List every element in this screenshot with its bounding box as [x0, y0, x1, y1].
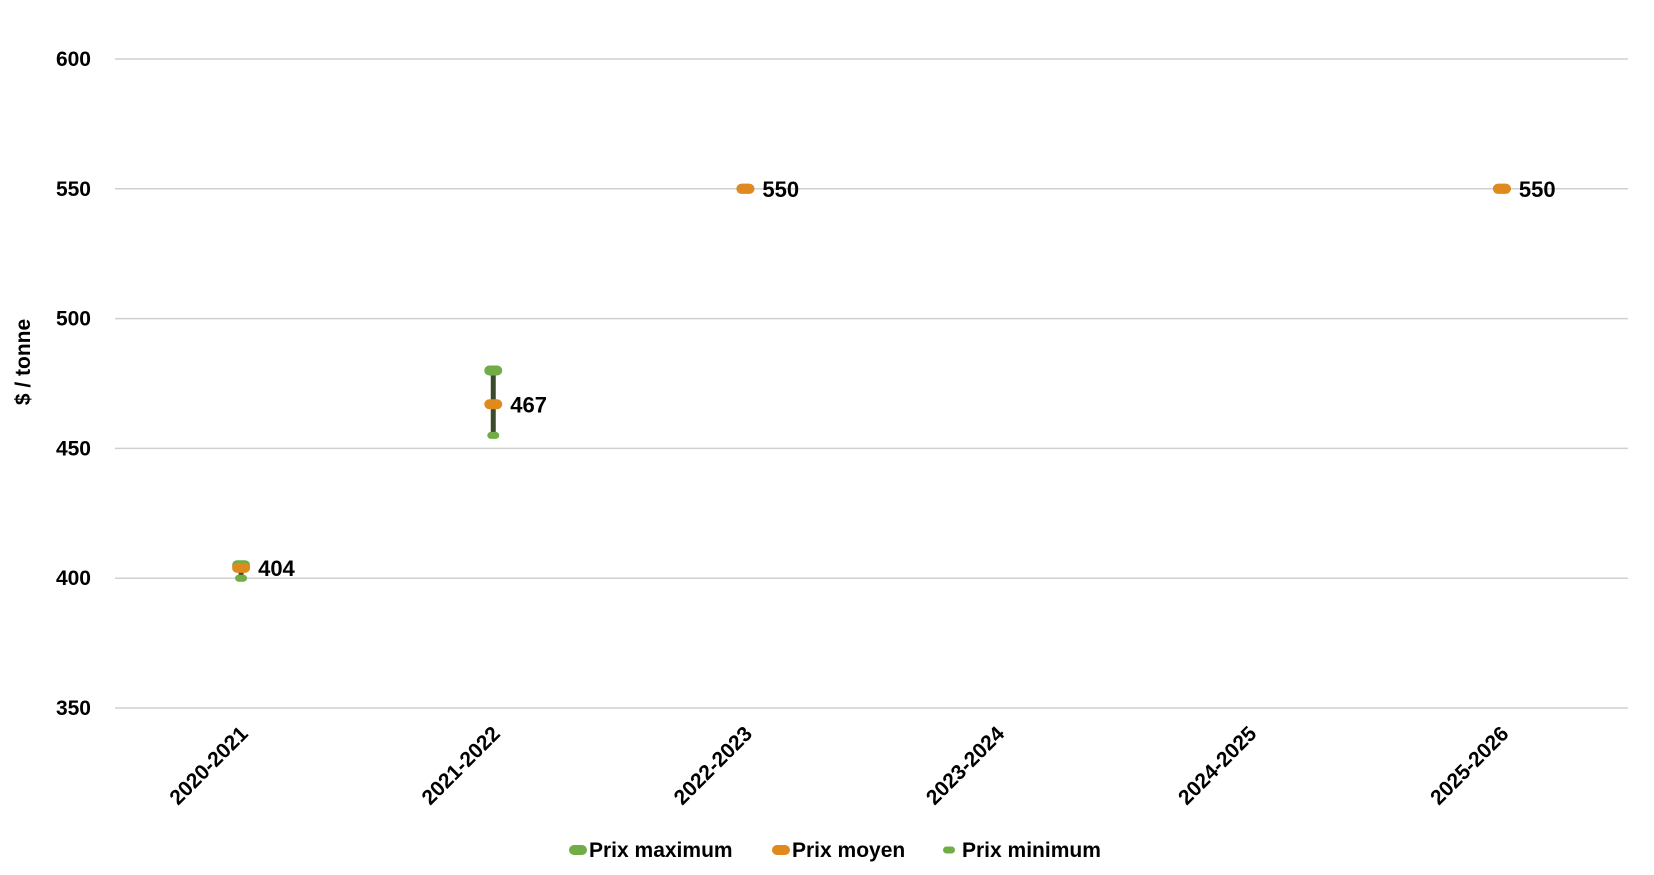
y-tick-label: 550 — [56, 178, 91, 201]
y-tick-label: 350 — [56, 697, 91, 720]
x-tick-label: 2020-2021 — [165, 722, 253, 810]
y-tick-label: 450 — [56, 437, 91, 460]
x-tick-label: 2021-2022 — [418, 722, 505, 809]
y-tick-label: 400 — [56, 567, 91, 590]
legend-swatch — [943, 846, 955, 854]
avg-price-point — [484, 399, 503, 410]
legend-label: Prix moyen — [792, 839, 905, 862]
y-tick-label: 500 — [56, 308, 91, 331]
data-label: 550 — [762, 177, 799, 202]
data-marks: 404 467 550 550 — [232, 177, 1556, 582]
y-axis-label: $ / tonne — [12, 319, 35, 405]
avg-price-point — [736, 183, 755, 194]
legend: Prix maximum Prix moyen Prix minimum — [569, 839, 1101, 862]
x-tick-label: 2024-2025 — [1174, 722, 1262, 810]
data-label: 550 — [1519, 177, 1556, 202]
y-tick-label: 600 — [56, 48, 91, 71]
legend-label: Prix minimum — [962, 839, 1101, 862]
min-price-point — [235, 574, 248, 582]
x-axis-ticks: 2020-2021 2021-2022 2022-2023 2023-2024 2024… — [165, 722, 1513, 810]
legend-swatch — [569, 845, 587, 855]
x-tick-label: 2023-2024 — [922, 722, 1010, 810]
gridlines — [115, 58, 1628, 709]
y-axis-ticks: 350 400 450 500 550 600 — [56, 48, 91, 720]
x-tick-label: 2025-2026 — [1426, 722, 1513, 809]
x-tick-label: 2022-2023 — [670, 722, 757, 809]
avg-price-point — [1492, 183, 1511, 194]
min-price-point — [487, 431, 500, 439]
avg-price-point — [232, 562, 251, 573]
max-price-point — [484, 365, 503, 376]
data-label: 467 — [510, 392, 547, 417]
legend-swatch — [772, 845, 790, 855]
data-label: 404 — [258, 556, 295, 581]
legend-label: Prix maximum — [589, 839, 733, 862]
